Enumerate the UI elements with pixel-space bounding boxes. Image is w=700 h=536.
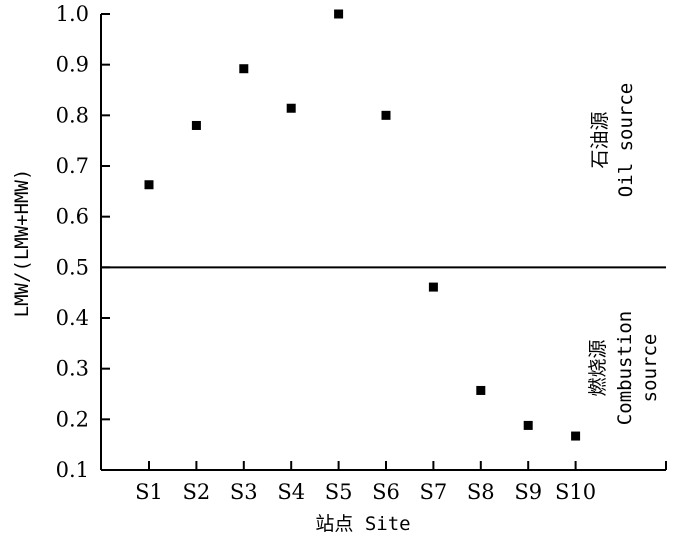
x-tick-label: S5: [325, 480, 353, 504]
annotation-oil-cn: 石油源: [589, 111, 611, 168]
data-point-s3: [239, 64, 249, 74]
data-point-s9: [523, 420, 533, 430]
y-tick-label: 0.2: [56, 407, 89, 431]
y-tick-label: 0.5: [56, 255, 89, 279]
x-tick-label: S10: [555, 480, 596, 504]
y-tick-label: 0.6: [56, 205, 89, 229]
y-tick-label: 0.9: [56, 53, 89, 77]
x-tick-label: S1: [135, 480, 163, 504]
y-tick-label: 1.0: [56, 2, 89, 26]
x-ticks: S1 S2 S3 S4 S5 S6 S7 S8 S9 S10: [135, 461, 596, 504]
data-point-s4: [286, 103, 296, 113]
y-tick-label: 0.8: [56, 103, 89, 127]
data-point-s8: [476, 385, 486, 395]
annotation-combustion-en: Combustion: [614, 311, 636, 425]
x-tick-label: S8: [467, 480, 495, 504]
x-tick-label: S2: [183, 480, 211, 504]
axes: [100, 14, 667, 471]
y-axis-title: LMW/(LMW+HMW): [11, 169, 33, 318]
data-point-s7: [428, 282, 438, 292]
x-tick-label: S9: [514, 480, 542, 504]
x-tick-label: S6: [372, 480, 400, 504]
annotation-combustion-en2: source: [639, 334, 661, 403]
annotation-oil-en: Oil source: [615, 83, 637, 197]
data-point-s5: [334, 9, 344, 19]
data-points: [144, 9, 581, 441]
x-axis-title: 站点 Site: [315, 513, 410, 535]
x-tick-label: S4: [277, 480, 305, 504]
data-point-s10: [571, 431, 581, 441]
x-tick-label: S3: [230, 480, 258, 504]
y-ticks: 0.1 0.2 0.3 0.4 0.5 0.6 0.7 0.8 0.9 1.0: [56, 2, 110, 482]
y-tick-label: 0.7: [56, 154, 89, 178]
y-tick-label: 0.3: [56, 357, 89, 381]
y-tick-label: 0.4: [56, 306, 89, 330]
data-point-s2: [191, 120, 201, 130]
data-point-s1: [144, 180, 154, 190]
data-point-s6: [381, 110, 391, 120]
x-tick-label: S7: [420, 480, 448, 504]
annotation-combustion-cn: 燃烧源: [587, 339, 609, 396]
y-tick-label: 0.1: [56, 458, 89, 482]
